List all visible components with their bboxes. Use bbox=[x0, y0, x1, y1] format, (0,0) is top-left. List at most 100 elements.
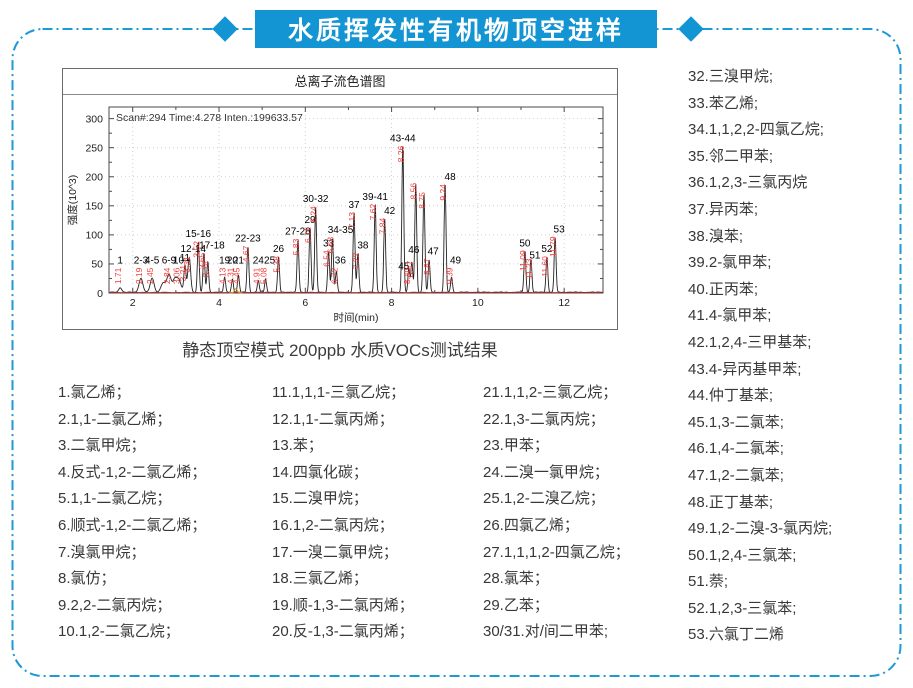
list-item: 19.顺-1,3-二氯丙烯； bbox=[272, 596, 414, 614]
list-item: 37.异丙苯; bbox=[688, 200, 759, 218]
svg-text:时间(min): 时间(min) bbox=[334, 311, 379, 324]
svg-text:7.13: 7.13 bbox=[347, 212, 357, 229]
list-item: 2.1,1-二氯乙烯； bbox=[58, 410, 172, 428]
svg-text:4.45: 4.45 bbox=[231, 267, 241, 284]
list-item: 48.正丁基苯; bbox=[688, 493, 774, 511]
svg-text:11.09: 11.09 bbox=[518, 250, 528, 271]
svg-text:4-5: 4-5 bbox=[145, 256, 160, 267]
svg-text:8.40: 8.40 bbox=[402, 267, 412, 284]
list-item: 46.1,4-二氯苯; bbox=[688, 440, 784, 458]
svg-text:29: 29 bbox=[304, 215, 316, 226]
svg-text:1.71: 1.71 bbox=[113, 267, 123, 284]
svg-text:8.26: 8.26 bbox=[396, 145, 406, 162]
list-item: 11.1,1,1-三氯乙烷； bbox=[272, 384, 406, 401]
svg-text:4: 4 bbox=[216, 297, 222, 309]
svg-text:8.75: 8.75 bbox=[417, 192, 427, 209]
svg-text:3.31: 3.31 bbox=[182, 256, 192, 273]
svg-text:100: 100 bbox=[85, 230, 103, 242]
list-item: 50.1,2,4-三氯苯; bbox=[688, 546, 797, 564]
svg-text:37: 37 bbox=[348, 200, 360, 211]
svg-text:24: 24 bbox=[253, 256, 265, 267]
svg-text:25: 25 bbox=[264, 256, 276, 267]
list-item: 12.1,1-二氯丙烯； bbox=[272, 410, 394, 428]
svg-text:48: 48 bbox=[445, 172, 457, 183]
list-item: 27.1,1,1,2-四氯乙烷； bbox=[483, 543, 630, 561]
svg-text:12-14: 12-14 bbox=[180, 244, 206, 255]
svg-text:6.54: 6.54 bbox=[322, 250, 332, 267]
svg-text:43-44: 43-44 bbox=[390, 134, 416, 145]
svg-text:27-28: 27-28 bbox=[285, 227, 311, 238]
svg-text:39-41: 39-41 bbox=[362, 192, 388, 203]
svg-text:2.19: 2.19 bbox=[134, 267, 144, 284]
list-item: 10.1,2-二氯乙烷； bbox=[58, 623, 180, 641]
svg-text:50: 50 bbox=[91, 259, 103, 271]
list-item: 14.四氯化碳； bbox=[272, 463, 368, 481]
svg-text:5.08: 5.08 bbox=[259, 267, 269, 284]
page-title: 水质挥发性有机物顶空进样 bbox=[287, 17, 624, 45]
svg-text:8.47: 8.47 bbox=[405, 261, 415, 278]
svg-text:10: 10 bbox=[173, 256, 185, 267]
compound-list-column-4: 32.三溴甲烷; 33.苯乙烯; 34.1,1,2,2-四氯乙烷; 35.邻二甲苯; 3… bbox=[688, 64, 893, 649]
svg-text:Scan#:294 Time:4.278 Inten.:: Scan#:294 Time:4.278 Inten.:199633.57 bbox=[116, 112, 303, 124]
list-item: 39.2-氯甲苯; bbox=[688, 254, 772, 272]
list-item: 9.2,2-二氯丙烷； bbox=[58, 596, 172, 614]
list-item: 23.甲苯； bbox=[483, 437, 549, 455]
svg-text:26: 26 bbox=[273, 244, 285, 255]
svg-text:4.67: 4.67 bbox=[241, 245, 251, 262]
list-item: 21.1,1,2-三氯乙烷； bbox=[483, 384, 618, 401]
svg-text:300: 300 bbox=[85, 113, 103, 125]
list-item: 26.四氯乙烯； bbox=[483, 516, 579, 534]
svg-text:11.23: 11.23 bbox=[524, 258, 534, 279]
svg-text:11.79: 11.79 bbox=[548, 236, 558, 257]
list-item: 51.萘; bbox=[688, 573, 729, 591]
svg-text:34-35: 34-35 bbox=[328, 225, 354, 236]
chart-title: 总离子流色谱图 bbox=[63, 69, 617, 95]
svg-text:2: 2 bbox=[130, 297, 136, 309]
svg-text:3.65: 3.65 bbox=[197, 252, 207, 269]
svg-text:2.45: 2.45 bbox=[145, 267, 155, 284]
svg-text:53: 53 bbox=[554, 224, 566, 235]
svg-text:6-9: 6-9 bbox=[162, 256, 177, 267]
svg-text:6.11: 6.11 bbox=[303, 227, 313, 243]
svg-text:47: 47 bbox=[428, 246, 440, 257]
svg-text:1: 1 bbox=[117, 256, 123, 267]
list-item: 16.1,2-二氯丙烷； bbox=[272, 516, 394, 534]
svg-text:7.84: 7.84 bbox=[378, 217, 388, 234]
list-item: 13.苯； bbox=[272, 437, 323, 455]
list-item: 6.顺式-1,2-二氯乙烯； bbox=[58, 516, 207, 534]
svg-text:8.87: 8.87 bbox=[422, 258, 432, 275]
chromatogram-chart: 2 4 6 8 10 12050100150200250300时间(min)强度(10^3… bbox=[66, 106, 604, 324]
svg-text:4.13: 4.13 bbox=[218, 267, 228, 284]
svg-text:5.83: 5.83 bbox=[291, 238, 301, 255]
svg-text:45: 45 bbox=[398, 262, 410, 273]
list-item: 35.邻二甲苯; bbox=[688, 147, 774, 165]
list-item: 29.乙苯； bbox=[483, 596, 549, 614]
list-item: 34.1,1,2,2-四氯乙烷; bbox=[688, 121, 824, 139]
list-item: 28.氯苯； bbox=[483, 570, 549, 588]
svg-text:3.74: 3.74 bbox=[201, 261, 211, 278]
svg-text:250: 250 bbox=[85, 142, 103, 154]
svg-text:4.91: 4.91 bbox=[251, 267, 261, 284]
svg-text:17-18: 17-18 bbox=[199, 241, 225, 252]
svg-text:3.21: 3.21 bbox=[178, 265, 188, 282]
svg-text:52: 52 bbox=[541, 244, 553, 255]
svg-text:0: 0 bbox=[97, 288, 103, 300]
svg-text:42: 42 bbox=[384, 206, 396, 217]
svg-text:6.63: 6.63 bbox=[325, 237, 335, 254]
svg-text:20: 20 bbox=[227, 256, 239, 267]
svg-text:7.22: 7.22 bbox=[351, 252, 361, 269]
list-item: 33.苯乙烯; bbox=[688, 94, 759, 112]
list-item: 47.1,2-二氯苯; bbox=[688, 466, 784, 484]
list-item: 18.三氯乙烯； bbox=[272, 570, 368, 588]
svg-text:200: 200 bbox=[85, 172, 103, 184]
compound-list-column-3: 21.1,1,2-三氯乙烷； 22.1,3-二氯丙烷； 23.甲苯； 24.二溴一氯甲… bbox=[483, 380, 688, 646]
list-item: 25.1,2-二溴乙烷； bbox=[483, 490, 605, 508]
list-item: 36.1,2,3-三氯丙烷 bbox=[688, 174, 808, 192]
list-item: 30/31.对/间二甲苯; bbox=[483, 623, 609, 641]
chart-caption: 静态顶空模式 200ppb 水质VOCs测试结果 bbox=[182, 341, 498, 360]
list-item: 41.4-氯甲苯; bbox=[688, 307, 772, 325]
list-item: 4.反式-1,2-二氯乙烯； bbox=[58, 463, 207, 481]
svg-text:2.84: 2.84 bbox=[162, 267, 172, 284]
svg-text:11.60: 11.60 bbox=[540, 256, 550, 277]
